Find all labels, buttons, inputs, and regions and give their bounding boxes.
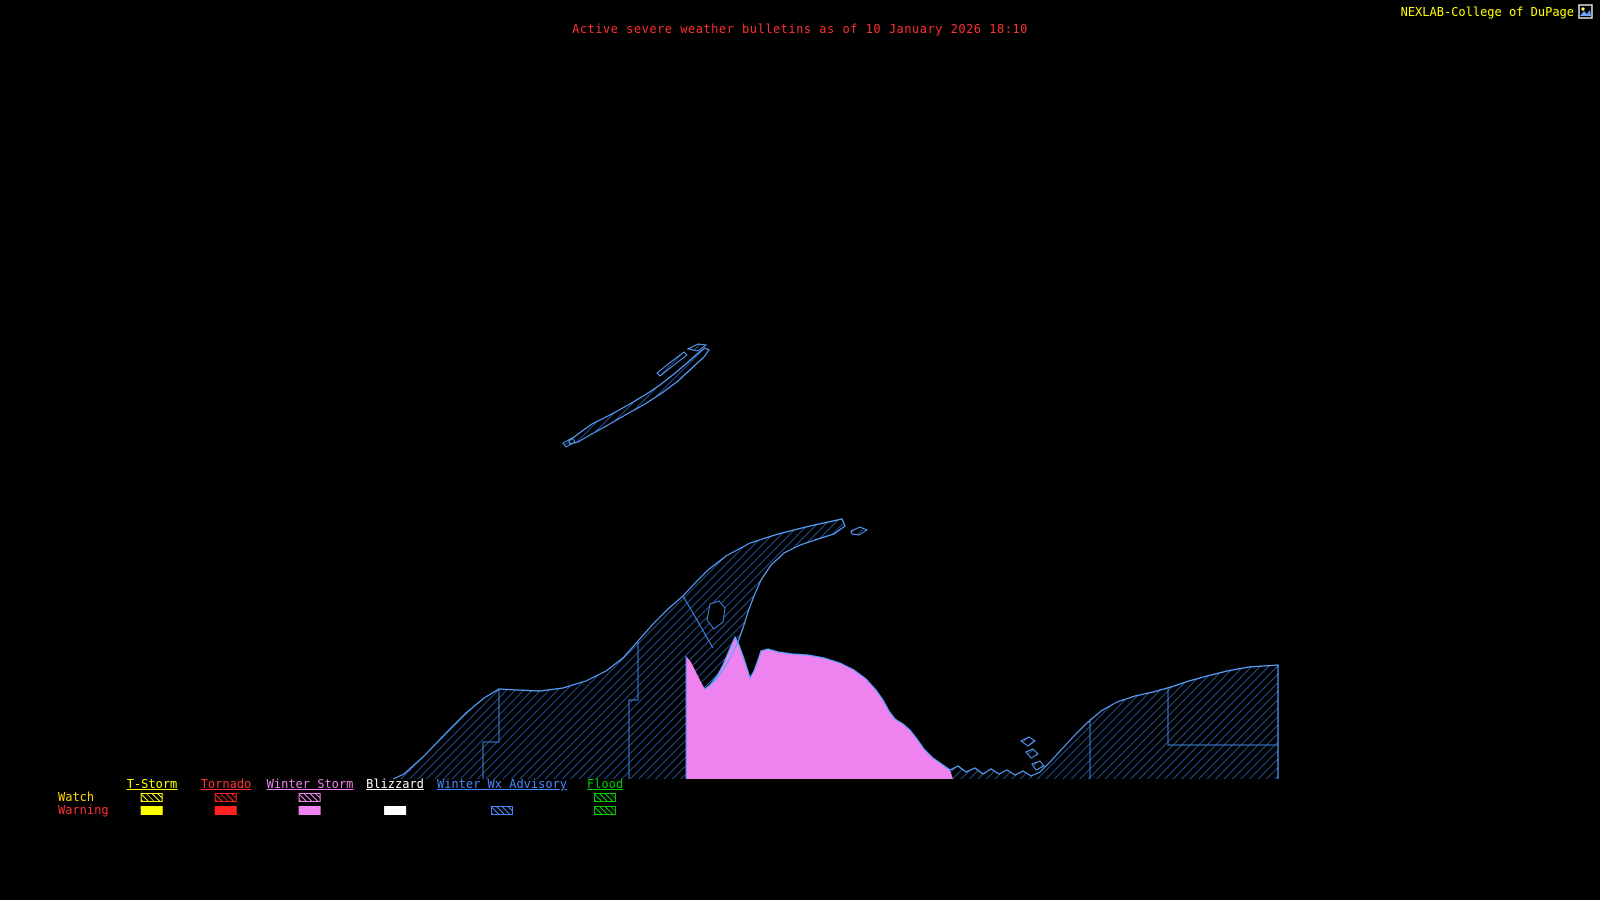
isle-royale xyxy=(562,343,710,448)
cod-logo-icon xyxy=(1578,4,1593,19)
blizzard-warning-swatch xyxy=(383,806,406,815)
legend: Watch Warning T-Storm Tornado Winter Sto… xyxy=(55,778,655,822)
flood-watch-swatch xyxy=(594,793,616,802)
tornado-warning-swatch xyxy=(214,806,237,815)
winter-storm-header: Winter Storm xyxy=(266,777,354,791)
warning-label: Warning xyxy=(58,803,109,817)
attribution-text: NEXLAB-College of DuPage xyxy=(1400,5,1574,19)
tstorm-warning-swatch xyxy=(140,806,163,815)
legend-col-blizzard: Blizzard xyxy=(366,778,424,817)
tornado-watch-swatch xyxy=(214,793,237,802)
tstorm-header: T-Storm xyxy=(126,777,178,791)
legend-col-winter-storm: Winter Storm xyxy=(266,777,354,817)
legend-col-flood: Flood xyxy=(587,778,623,817)
legend-col-tornado: Tornado xyxy=(200,777,252,817)
page-title: Active severe weather bulletins as of 10… xyxy=(572,22,1028,36)
flood-header: Flood xyxy=(586,777,624,791)
winter-storm-warning-swatch xyxy=(298,806,321,815)
winter-storm-warning-region xyxy=(686,637,953,779)
winter-wx-advisory-swatch xyxy=(490,806,513,815)
offshore-islands xyxy=(850,526,1045,771)
flood-warning-swatch xyxy=(594,806,616,815)
tstorm-watch-swatch xyxy=(140,793,163,802)
winter-wx-advisory-header: Winter Wx Advisory xyxy=(436,777,568,791)
county-boundaries xyxy=(482,641,1278,779)
winter-storm-watch-swatch xyxy=(298,793,321,802)
coastline-outline xyxy=(392,518,1279,780)
legend-row-labels: Watch Warning xyxy=(58,791,109,817)
legend-col-winter-wx-advisory: Winter Wx Advisory xyxy=(437,778,567,817)
blizzard-header: Blizzard xyxy=(366,777,424,791)
tornado-header: Tornado xyxy=(200,777,252,791)
inland-waterways xyxy=(682,595,726,649)
watch-label: Watch xyxy=(58,790,95,804)
winter-wx-advisory-region xyxy=(393,519,1278,779)
legend-col-tstorm: T-Storm xyxy=(126,777,178,817)
